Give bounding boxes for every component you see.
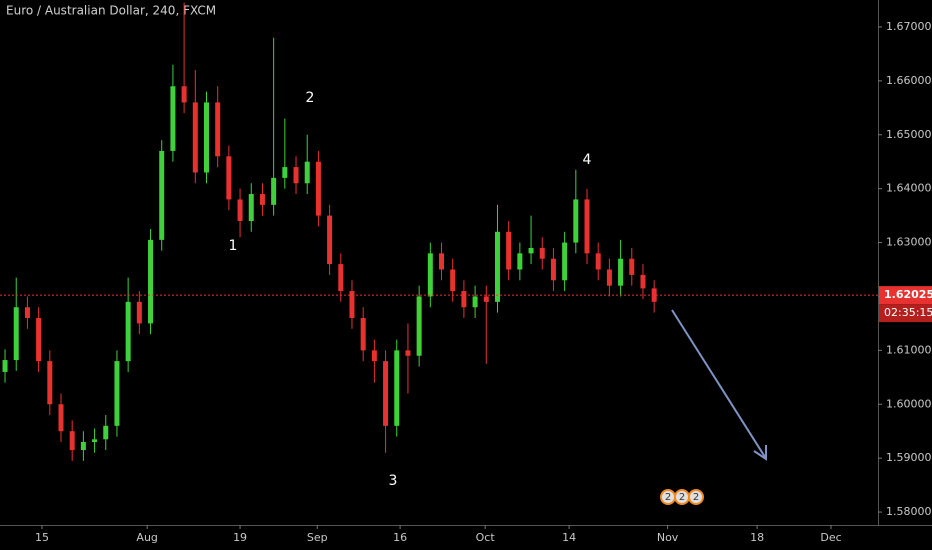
candle-body <box>629 258 635 275</box>
candle-body <box>618 258 624 286</box>
candle-body <box>2 360 8 372</box>
event-count: 2 <box>679 492 685 503</box>
candle-body <box>293 167 299 184</box>
wave-label: 4 <box>583 152 592 168</box>
event-count: 2 <box>693 492 699 503</box>
y-tick-label: 1.60000 <box>886 397 932 410</box>
candle-body <box>47 361 53 405</box>
x-tick-label: Dec <box>820 531 841 544</box>
x-tick-label: 14 <box>562 531 576 544</box>
wave-label: 2 <box>306 90 315 106</box>
candle-body <box>125 301 131 362</box>
candle-body <box>640 274 646 289</box>
x-tick-label: 18 <box>750 531 764 544</box>
y-tick-label: 1.63000 <box>886 236 932 249</box>
candle-body <box>405 350 411 356</box>
candle-body <box>136 301 142 324</box>
candle-body <box>282 167 288 178</box>
price-label: 1.62025 <box>884 288 932 301</box>
y-tick-label: 1.64000 <box>886 182 932 195</box>
candle-body <box>651 288 657 302</box>
candle-body <box>80 441 86 451</box>
candle-body <box>450 269 456 292</box>
x-tick-label: Nov <box>657 531 679 544</box>
chart-title: Euro / Australian Dollar, 240, FXCM <box>6 4 216 18</box>
candle-body <box>383 361 389 426</box>
forecast-arrow-head <box>753 445 767 461</box>
y-tick-label: 1.61000 <box>886 343 932 356</box>
candle-body <box>148 239 154 324</box>
candle-body <box>606 269 612 286</box>
candle-body <box>371 350 377 362</box>
y-tick-label: 1.65000 <box>886 128 932 141</box>
wave-label: 1 <box>229 238 238 254</box>
candle-body <box>427 253 433 297</box>
candle-body <box>259 194 265 205</box>
candle-body <box>159 150 165 240</box>
wave-label: 3 <box>389 473 398 489</box>
candle-body <box>36 318 42 362</box>
y-tick-label: 1.66000 <box>886 74 932 87</box>
candle-body <box>584 199 590 254</box>
candle-body <box>573 199 579 243</box>
countdown: 02:35:15 <box>884 306 932 319</box>
forecast-arrow <box>671 309 766 458</box>
candle-body <box>327 215 333 265</box>
candle-body <box>595 253 601 270</box>
price-label-box <box>879 286 932 305</box>
candle-body <box>181 86 187 103</box>
candle-body <box>58 404 64 432</box>
candle-body <box>483 296 489 302</box>
candle-body <box>92 439 98 442</box>
candle-body <box>550 258 556 281</box>
candle-body <box>24 307 30 319</box>
x-tick-label: 16 <box>393 531 407 544</box>
event-count: 2 <box>665 492 671 503</box>
candle-body <box>416 296 422 356</box>
candle-body <box>237 199 243 221</box>
y-tick-label: 1.59000 <box>886 451 932 464</box>
candle-body <box>103 425 109 440</box>
candle-body <box>13 307 19 361</box>
candle-body <box>528 247 534 254</box>
x-tick-label: 19 <box>233 531 247 544</box>
x-tick-label: 15 <box>35 531 49 544</box>
candle-body <box>170 86 176 151</box>
y-tick-label: 1.58000 <box>886 505 932 518</box>
candle-body <box>114 361 120 426</box>
candle-body <box>461 291 467 308</box>
countdown-box <box>879 304 932 323</box>
candle-body <box>271 177 277 205</box>
candle-body <box>539 247 545 259</box>
x-tick-label: Sep <box>307 531 328 544</box>
candle-body <box>517 253 523 270</box>
candle-body <box>338 264 344 292</box>
candle-body <box>360 318 366 351</box>
x-tick-label: Aug <box>136 531 157 544</box>
candle-body <box>562 242 568 281</box>
candle-body <box>304 161 310 184</box>
candle-body <box>506 231 512 270</box>
y-tick-label: 1.67000 <box>886 20 932 33</box>
candle-body <box>215 102 221 157</box>
candle-body <box>69 431 75 451</box>
candle-body <box>315 161 321 216</box>
candle-body <box>439 253 445 270</box>
candle-body <box>203 102 209 173</box>
x-tick-label: Oct <box>476 531 496 544</box>
candle-body <box>226 156 232 200</box>
candle-body <box>494 231 500 302</box>
candle-body <box>248 194 254 221</box>
candle-body <box>192 102 198 173</box>
candle-body <box>349 291 355 319</box>
candle-body <box>472 296 478 308</box>
candle-body <box>394 350 400 426</box>
event-icon[interactable] <box>688 489 704 505</box>
